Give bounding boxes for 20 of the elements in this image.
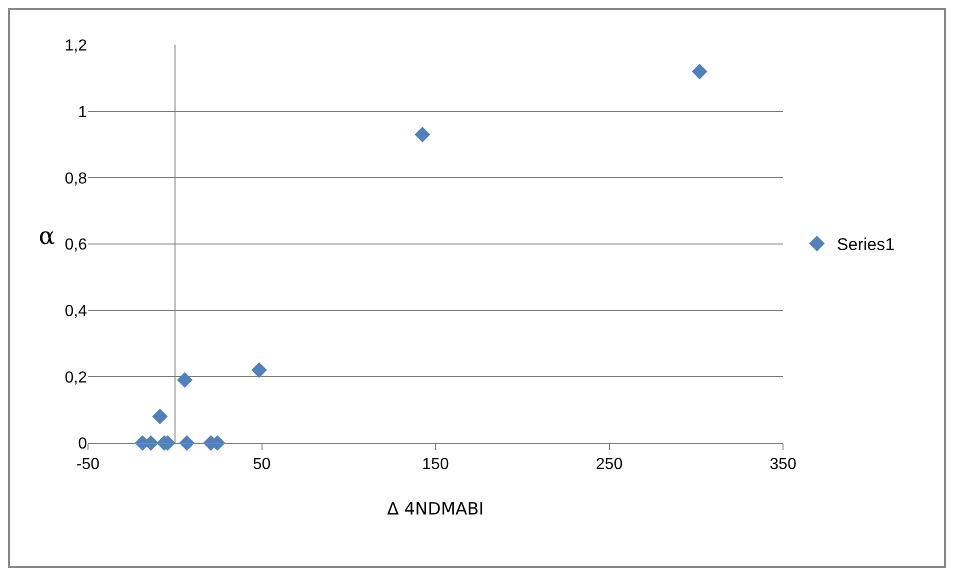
y-tick-label: 0,6 (64, 236, 88, 254)
point (692, 64, 708, 80)
y-tick-label: 0,2 (64, 369, 88, 386)
y-tick-label: 1 (78, 104, 88, 121)
point (152, 408, 168, 424)
legend-label: Series1 (836, 235, 895, 254)
x-tick-label: 250 (596, 456, 623, 474)
x-tick-label: 150 (422, 456, 449, 474)
point (251, 362, 267, 378)
x-tick-label: 350 (770, 456, 796, 474)
y-tick-label: 1,2 (64, 38, 88, 55)
y-axis-title: α (38, 222, 55, 250)
point (176, 372, 193, 388)
x-tick-label: -50 (76, 456, 100, 474)
y-tick-label: 0,4 (64, 302, 88, 320)
x-axis-title: Δ 4NDMABI (387, 500, 484, 520)
point (414, 126, 430, 142)
y-tick-label: 0 (78, 436, 88, 453)
y-tick-label: 0,8 (64, 170, 88, 188)
x-tick-label: 50 (252, 456, 271, 474)
